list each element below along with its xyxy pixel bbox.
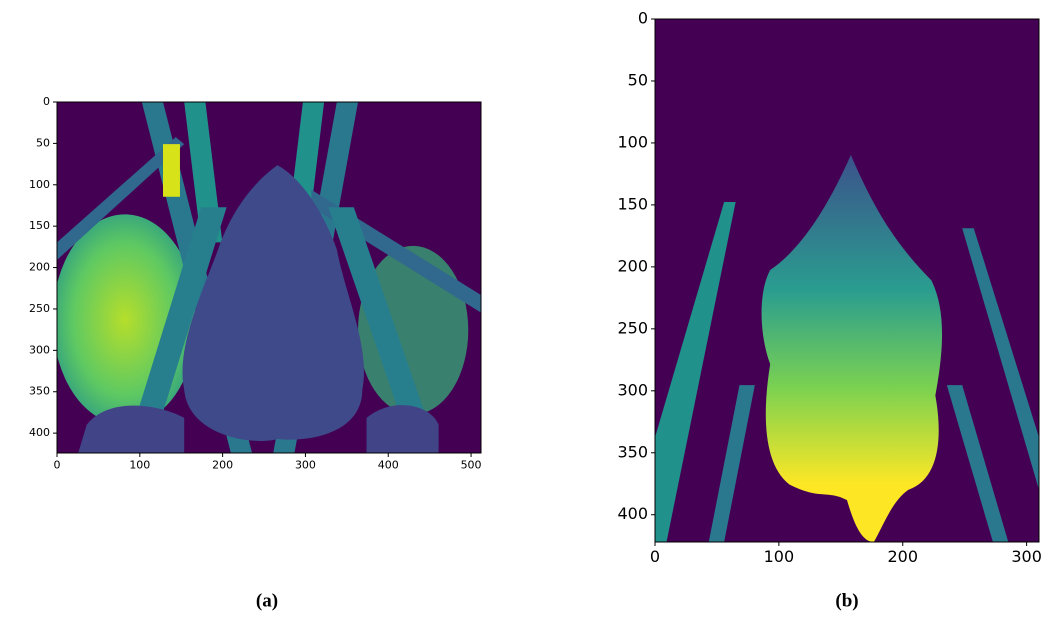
y-tick-label: 150 <box>617 194 648 213</box>
y-tick-label: 200 <box>29 261 50 274</box>
y-tick-label: 0 <box>43 95 50 108</box>
y-tick-label: 0 <box>638 9 648 28</box>
y-tick-label: 350 <box>617 442 648 461</box>
y-tick-label: 400 <box>29 426 50 439</box>
x-tick-label: 300 <box>1011 547 1042 566</box>
x-tick-label: 500 <box>461 459 482 472</box>
y-tick-label: 250 <box>29 302 50 315</box>
x-tick-label: 200 <box>887 547 918 566</box>
x-tick-label: 200 <box>212 459 233 472</box>
y-tick-label: 200 <box>617 256 648 275</box>
caption: (a) <box>256 590 278 611</box>
y-tick-label: 100 <box>617 132 648 151</box>
y-tick-label: 250 <box>617 318 648 337</box>
y-tick-label: 400 <box>617 504 648 523</box>
x-tick-label: 100 <box>129 459 150 472</box>
x-tick-label: 0 <box>650 547 660 566</box>
y-tick-label: 50 <box>628 70 648 89</box>
y-tick-label: 300 <box>617 380 648 399</box>
y-tick-label: 350 <box>29 385 50 398</box>
depth-image <box>655 19 1039 542</box>
x-tick-label: 400 <box>378 459 399 472</box>
depth-image <box>57 102 481 453</box>
caption: (b) <box>835 590 858 611</box>
x-tick-label: 0 <box>54 459 61 472</box>
y-tick-label: 300 <box>29 343 50 356</box>
y-tick-label: 150 <box>29 219 50 232</box>
x-tick-label: 100 <box>764 547 795 566</box>
x-tick-label: 300 <box>295 459 316 472</box>
y-tick-label: 100 <box>29 178 50 191</box>
axes-frame <box>654 18 1040 543</box>
axes-frame <box>56 101 482 454</box>
y-tick-label: 50 <box>36 136 50 149</box>
